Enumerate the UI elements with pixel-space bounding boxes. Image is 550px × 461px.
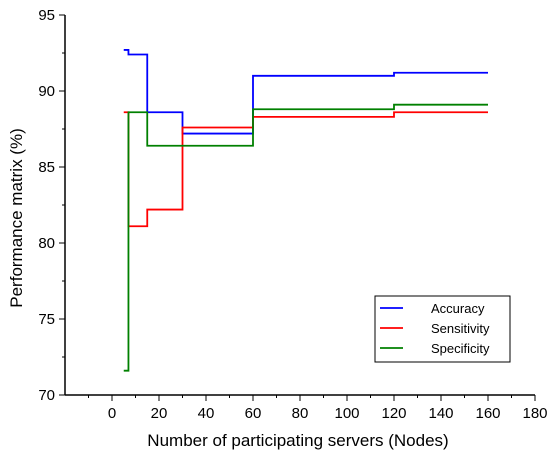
series-line-specificity [123,103,488,372]
x-tick-label-80: 80 [292,405,309,422]
series-layer [123,49,488,372]
x-tick-label-100: 100 [334,405,359,422]
x-tick-label-0: 0 [108,405,116,422]
y-tick-label-80: 80 [38,235,55,252]
x-tick-label-120: 120 [381,405,406,422]
y-tick-label-70: 70 [38,387,55,404]
y-axis-title: Performance matrix (%) [7,128,26,307]
legend: Accuracy Sensitivity Specificity [374,295,511,363]
legend-label-specificity: Specificity [431,341,490,356]
x-tick-label-180: 180 [522,405,547,422]
axes: 0 20 40 60 80 100 120 140 160 180 70 75 80 85 90 95 [38,7,547,422]
x-tick-label-40: 40 [198,405,215,422]
x-tick-label-20: 20 [151,405,168,422]
x-tick-label-160: 160 [475,405,500,422]
y-tick-label-85: 85 [38,159,55,176]
y-tick-label-95: 95 [38,7,55,24]
legend-label-accuracy: Accuracy [431,301,485,316]
y-tick-label-90: 90 [38,83,55,100]
series-line-accuracy [123,49,488,135]
x-tick-label-140: 140 [428,405,453,422]
x-tick-label-60: 60 [245,405,262,422]
legend-box [374,295,511,363]
x-axis-title: Number of participating servers (Nodes) [147,431,448,450]
legend-label-sensitivity: Sensitivity [431,321,490,336]
series-line-sensitivity [123,111,488,228]
y-tick-label-75: 75 [38,311,55,328]
